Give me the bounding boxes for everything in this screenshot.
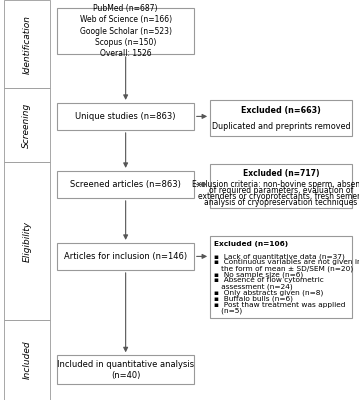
FancyBboxPatch shape (210, 100, 352, 136)
FancyBboxPatch shape (57, 171, 194, 198)
Text: Screened articles (n=863): Screened articles (n=863) (70, 180, 181, 189)
Text: ▪  Absence of flow cytometric: ▪ Absence of flow cytometric (214, 277, 323, 283)
Text: Identification: Identification (22, 14, 32, 74)
Bar (4, 162, 50, 320)
Text: ▪  Lack of quantitative data (n=37): ▪ Lack of quantitative data (n=37) (214, 253, 345, 260)
Bar (4, 88, 50, 162)
Text: ▪  Continuous variables are not given in: ▪ Continuous variables are not given in (214, 259, 359, 265)
Text: assessment (n=24): assessment (n=24) (214, 283, 292, 290)
FancyBboxPatch shape (57, 103, 194, 130)
Text: Included in quantitative analysis
(n=40): Included in quantitative analysis (n=40) (57, 360, 194, 380)
Text: (n=5): (n=5) (214, 308, 242, 314)
FancyBboxPatch shape (57, 8, 194, 54)
Text: extenders or cryoprotectants, fresh semen,: extenders or cryoprotectants, fresh seme… (198, 192, 359, 201)
Text: Exclusion criteria: non-bovine sperm, absence: Exclusion criteria: non-bovine sperm, ab… (192, 180, 359, 190)
FancyBboxPatch shape (210, 164, 352, 208)
FancyBboxPatch shape (57, 355, 194, 384)
Text: Unique studies (n=863): Unique studies (n=863) (75, 112, 176, 121)
Bar (4, 320, 50, 400)
Text: ▪  No sample size (n=6): ▪ No sample size (n=6) (214, 271, 303, 278)
Text: ▪  Post thaw treatment was applied: ▪ Post thaw treatment was applied (214, 302, 345, 308)
Text: PubMed (n=687)
Web of Science (n=166)
Google Scholar (n=523)
Scopus (n=150)
Over: PubMed (n=687) Web of Science (n=166) Go… (80, 4, 172, 58)
Text: Screening: Screening (22, 102, 32, 148)
Text: Articles for inclusion (n=146): Articles for inclusion (n=146) (64, 252, 187, 261)
Bar (4, 0, 50, 88)
Text: ▪  Buffalo bulls (n=6): ▪ Buffalo bulls (n=6) (214, 296, 293, 302)
Text: ▪  Only abstracts given (n=8): ▪ Only abstracts given (n=8) (214, 290, 323, 296)
Text: the form of mean ± SD/SEM (n=20): the form of mean ± SD/SEM (n=20) (214, 265, 353, 272)
FancyBboxPatch shape (57, 243, 194, 270)
Text: Included: Included (22, 341, 32, 379)
Text: Duplicated and preprints removed: Duplicated and preprints removed (211, 122, 350, 132)
Text: Excluded (n=717): Excluded (n=717) (243, 169, 319, 178)
Text: Excluded (n=106): Excluded (n=106) (214, 241, 288, 247)
Text: Eligibility: Eligibility (22, 220, 32, 262)
Text: Excluded (n=663): Excluded (n=663) (241, 106, 321, 115)
FancyBboxPatch shape (210, 236, 352, 318)
Text: of required parameters, evaluation of: of required parameters, evaluation of (209, 186, 353, 195)
Text: analysis of cryopreservation techniques: analysis of cryopreservation techniques (204, 198, 358, 207)
